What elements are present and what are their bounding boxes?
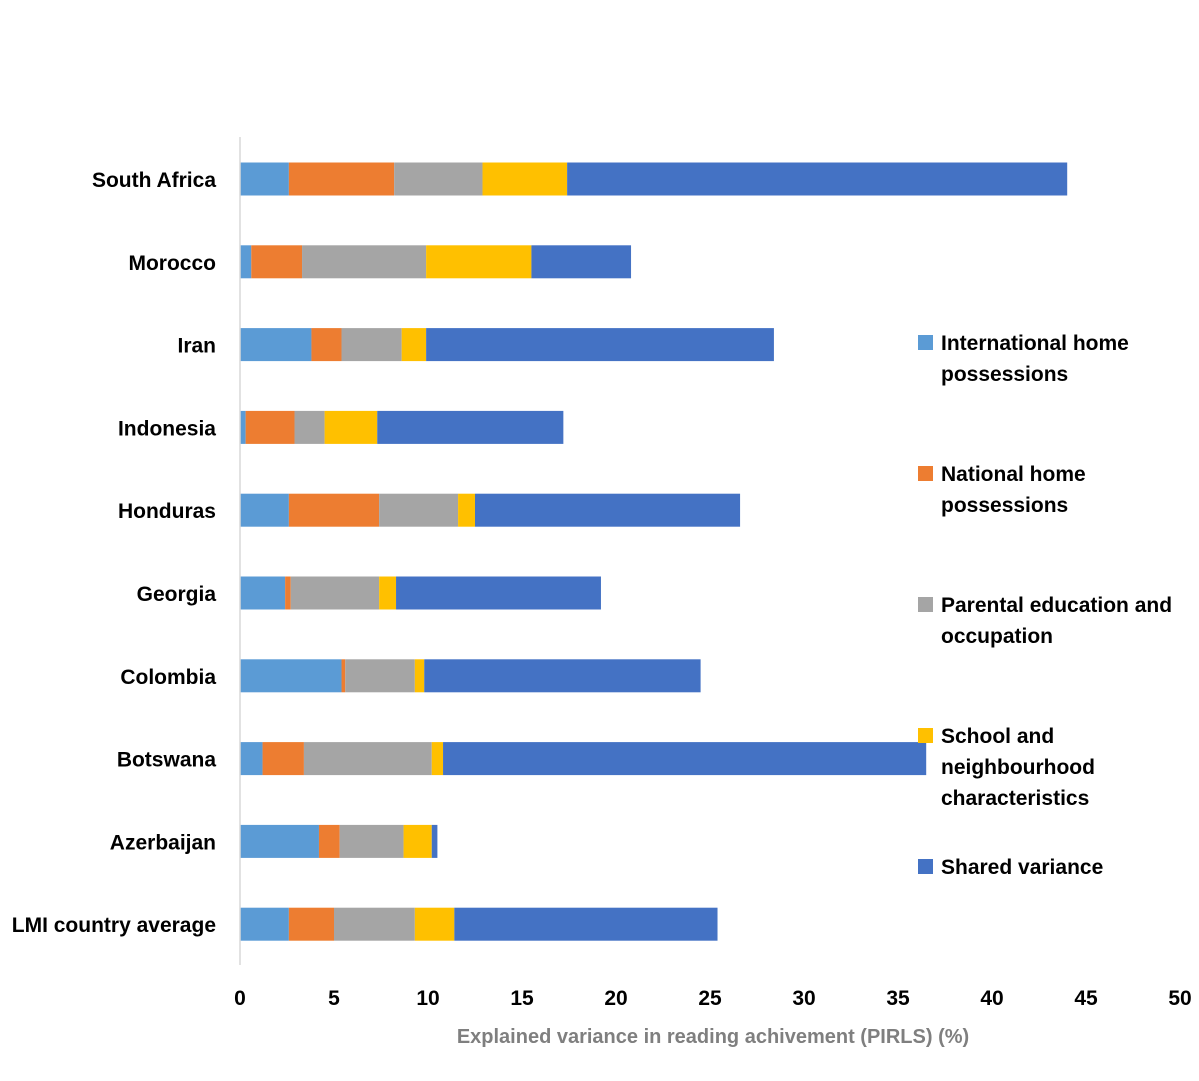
bar-segment-georgia-s4: [396, 576, 601, 610]
bar-segment-lmi-country-average-s1: [288, 907, 334, 941]
bar-segment-georgia-s0: [240, 576, 286, 610]
x-tick-label: 30: [792, 987, 815, 1010]
legend-label: Shared variance: [941, 856, 1103, 879]
category-label: South Africa: [92, 169, 216, 192]
bar-segment-indonesia-s0: [240, 410, 246, 444]
bar-segment-lmi-country-average-s3: [414, 907, 455, 941]
bar-segment-honduras-s4: [475, 493, 741, 527]
bar-segment-indonesia-s1: [245, 410, 295, 444]
bar-segment-colombia-s4: [424, 659, 701, 693]
category-label: Colombia: [120, 666, 216, 689]
bar-segment-honduras-s2: [379, 493, 459, 527]
x-tick-label: 20: [604, 987, 627, 1010]
bar-segment-azerbaijan-s3: [403, 824, 432, 858]
bar-segment-azerbaijan-s0: [240, 824, 319, 858]
bar-segment-azerbaijan-s1: [318, 824, 340, 858]
bar-segment-iran-s3: [401, 328, 427, 362]
bar-segment-georgia-s2: [290, 576, 380, 610]
x-tick-label: 5: [328, 987, 340, 1010]
bar-segment-honduras-s0: [240, 493, 289, 527]
bar-segment-botswana-s2: [303, 742, 432, 776]
x-tick-label: 35: [886, 987, 910, 1010]
bar-segment-indonesia-s4: [377, 410, 564, 444]
bar-segment-botswana-s0: [240, 742, 263, 776]
bar-segment-south-africa-s0: [240, 162, 289, 196]
bar-segment-lmi-country-average-s2: [334, 907, 415, 941]
legend-label: International home possessions: [941, 332, 1129, 386]
category-label: LMI country average: [12, 914, 216, 937]
bar-segment-azerbaijan-s4: [431, 824, 438, 858]
bar-segment-iran-s0: [240, 328, 312, 362]
bar-segment-morocco-s2: [302, 245, 427, 279]
category-label: Azerbaijan: [110, 831, 216, 854]
category-label: Georgia: [137, 583, 217, 606]
bar-segment-iran-s4: [426, 328, 774, 362]
bar-segment-morocco-s4: [531, 245, 632, 279]
legend-label: National home possessions: [941, 463, 1086, 517]
bar-segment-botswana-s4: [443, 742, 927, 776]
bar-segment-georgia-s1: [285, 576, 291, 610]
bar-segment-georgia-s3: [379, 576, 397, 610]
x-tick-label: 15: [510, 987, 534, 1010]
bar-segment-colombia-s1: [341, 659, 346, 693]
bar-segment-botswana-s3: [431, 742, 444, 776]
bar-segment-honduras-s3: [458, 493, 475, 527]
x-tick-labels: 0 5 10 15 20 25 30 35 40 45 50: [234, 987, 1192, 1010]
bar-segment-indonesia-s2: [294, 410, 325, 444]
bar-segment-south-africa-s1: [288, 162, 395, 196]
category-label: Honduras: [118, 500, 216, 523]
x-tick-label: 0: [234, 987, 246, 1010]
bar-segment-iran-s1: [311, 328, 342, 362]
bar-segment-south-africa-s2: [394, 162, 483, 196]
bar-segment-colombia-s3: [414, 659, 425, 693]
bar-segment-morocco-s0: [240, 245, 252, 279]
bar-segment-azerbaijan-s2: [339, 824, 404, 858]
x-tick-label: 25: [698, 987, 722, 1010]
x-axis-title: Explained variance in reading achivement…: [457, 1026, 969, 1048]
x-tick-label: 40: [980, 987, 1003, 1010]
category-label: Iran: [177, 335, 216, 358]
category-labels: South Africa Morocco Iran Indonesia Honduras…: [12, 169, 217, 937]
bar-segment-lmi-country-average-s0: [240, 907, 289, 941]
bars-group: [240, 162, 1068, 941]
x-tick-label: 45: [1074, 987, 1098, 1010]
category-label: Botswana: [117, 749, 217, 772]
bar-segment-botswana-s1: [262, 742, 304, 776]
legend-swatch: [918, 466, 933, 481]
legend-swatch: [918, 597, 933, 612]
bar-segment-iran-s2: [341, 328, 402, 362]
bar-segment-south-africa-s3: [482, 162, 568, 196]
legend: International home possessions National ho…: [918, 332, 1172, 879]
x-tick-label: 10: [416, 987, 439, 1010]
legend-swatch: [918, 859, 933, 874]
x-tick-label: 50: [1168, 987, 1191, 1010]
legend-swatch: [918, 728, 933, 743]
legend-label: Parental education and occupation: [941, 594, 1172, 648]
bar-segment-lmi-country-average-s4: [454, 907, 718, 941]
bar-segment-morocco-s1: [251, 245, 303, 279]
category-label: Indonesia: [118, 417, 216, 440]
bar-segment-south-africa-s4: [567, 162, 1068, 196]
bar-segment-colombia-s2: [345, 659, 415, 693]
bar-segment-colombia-s0: [240, 659, 342, 693]
bar-segment-morocco-s3: [426, 245, 532, 279]
legend-swatch: [918, 335, 933, 350]
bar-segment-honduras-s1: [288, 493, 380, 527]
bar-segment-indonesia-s3: [324, 410, 378, 444]
legend-label: School and neighbourhood characteristics: [941, 725, 1095, 810]
category-label: Morocco: [128, 252, 216, 275]
